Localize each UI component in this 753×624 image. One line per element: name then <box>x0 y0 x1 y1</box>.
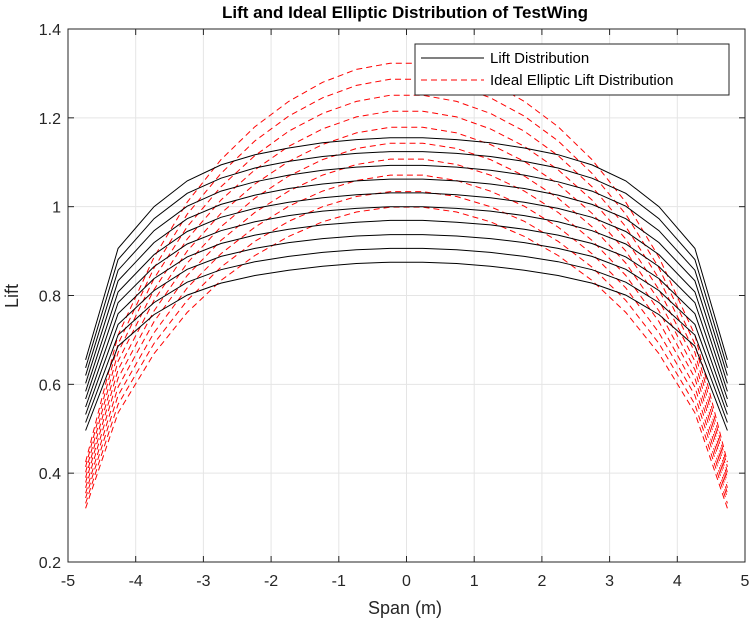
y-tick-label: 0.8 <box>39 289 61 306</box>
tick-marks <box>67 28 746 563</box>
y-axis-label: Lift <box>2 284 22 308</box>
chart-title: Lift and Ideal Elliptic Distribution of … <box>222 3 588 22</box>
ideal-curve-8 <box>85 94 728 473</box>
x-tick-label: -1 <box>332 573 346 590</box>
lift-curve-5 <box>85 206 728 400</box>
plot-area <box>67 28 746 563</box>
ideal-curve-3 <box>85 174 728 499</box>
tick-labels: -5 -4 -3 -2 -1 0 1 2 3 4 5 0.2 0.4 0.6 0.8 1 1.2 1.4 <box>39 22 750 590</box>
legend-label-lift: Lift Distribution <box>490 50 589 67</box>
ideal-curve-7 <box>85 110 728 478</box>
legend-box <box>414 43 730 96</box>
lift-curve-4 <box>85 219 728 408</box>
ideal-curve-9 <box>85 78 728 468</box>
x-tick-label: 2 <box>537 573 546 590</box>
x-tick-label: 5 <box>741 573 750 590</box>
x-tick-label: -2 <box>264 573 278 590</box>
series-curves <box>85 62 728 509</box>
legend: Lift Distribution Ideal Elliptic Lift Di… <box>414 43 730 96</box>
x-tick-label: -5 <box>61 573 75 590</box>
y-tick-label: 0.6 <box>39 377 61 394</box>
x-tick-label: -4 <box>129 573 143 590</box>
ideal-curve-2 <box>85 191 728 504</box>
x-tick-label: 3 <box>605 573 614 590</box>
lift-curve-10 <box>85 137 728 361</box>
x-tick-label: 1 <box>470 573 479 590</box>
ideal-curve-10 <box>85 62 728 463</box>
y-tick-label: 1 <box>52 200 61 217</box>
lift-curve-2 <box>85 247 728 423</box>
lift-curve-8 <box>85 164 728 376</box>
x-axis-label: Span (m) <box>368 598 442 618</box>
ideal-curve-4 <box>85 158 728 494</box>
y-tick-label: 1.2 <box>39 111 61 128</box>
legend-label-ideal: Ideal Elliptic Lift Distribution <box>490 72 673 89</box>
lift-curve-9 <box>85 151 728 369</box>
lift-curve-1 <box>85 261 728 431</box>
lift-curve-3 <box>85 234 728 415</box>
lift-curve-6 <box>85 192 728 392</box>
y-tick-label: 1.4 <box>39 22 61 39</box>
y-tick-label: 0.2 <box>39 555 61 572</box>
x-tick-label: -3 <box>196 573 210 590</box>
ideal-curve-6 <box>85 126 728 483</box>
x-tick-label: 4 <box>673 573 682 590</box>
x-tick-label: 0 <box>402 573 411 590</box>
lift-curve-7 <box>85 178 728 384</box>
y-tick-label: 0.4 <box>39 466 61 483</box>
